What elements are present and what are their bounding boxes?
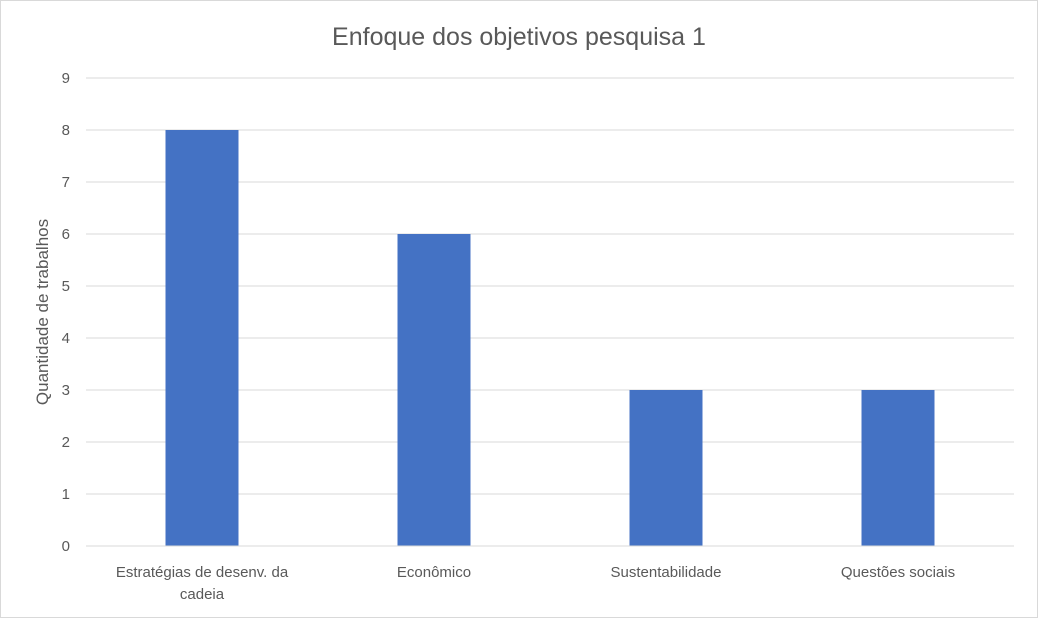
gridlines <box>86 77 1014 495</box>
y-tick-label: 2 <box>62 434 70 451</box>
x-axis-category-labels: Estratégias de desenv. da cadeia Econômico… <box>116 564 955 603</box>
y-tick-label: 5 <box>62 278 70 295</box>
bars <box>165 130 935 546</box>
x-category-label: Sustentabilidade <box>611 564 722 581</box>
bar <box>165 130 239 546</box>
y-tick-label: 7 <box>62 174 70 191</box>
y-axis-label: Quantidade de trabalhos <box>33 219 52 405</box>
y-tick-label: 0 <box>62 538 70 555</box>
y-tick-label: 6 <box>62 226 70 243</box>
x-category-label: Questões sociais <box>841 564 955 581</box>
y-tick-label: 8 <box>62 122 70 139</box>
chart-title: Enfoque dos objetivos pesquisa 1 <box>332 23 706 51</box>
y-tick-label: 3 <box>62 382 70 399</box>
y-tick-label: 4 <box>62 330 70 347</box>
y-axis-ticks: 0 1 2 3 4 5 6 7 8 9 <box>62 70 70 555</box>
y-tick-label: 9 <box>62 70 70 87</box>
bar <box>629 390 703 546</box>
x-category-label: Econômico <box>397 564 471 581</box>
bar <box>861 390 935 546</box>
x-category-label: Estratégias de desenv. da cadeia <box>116 564 289 603</box>
y-tick-label: 1 <box>62 486 70 503</box>
bar <box>397 234 471 546</box>
